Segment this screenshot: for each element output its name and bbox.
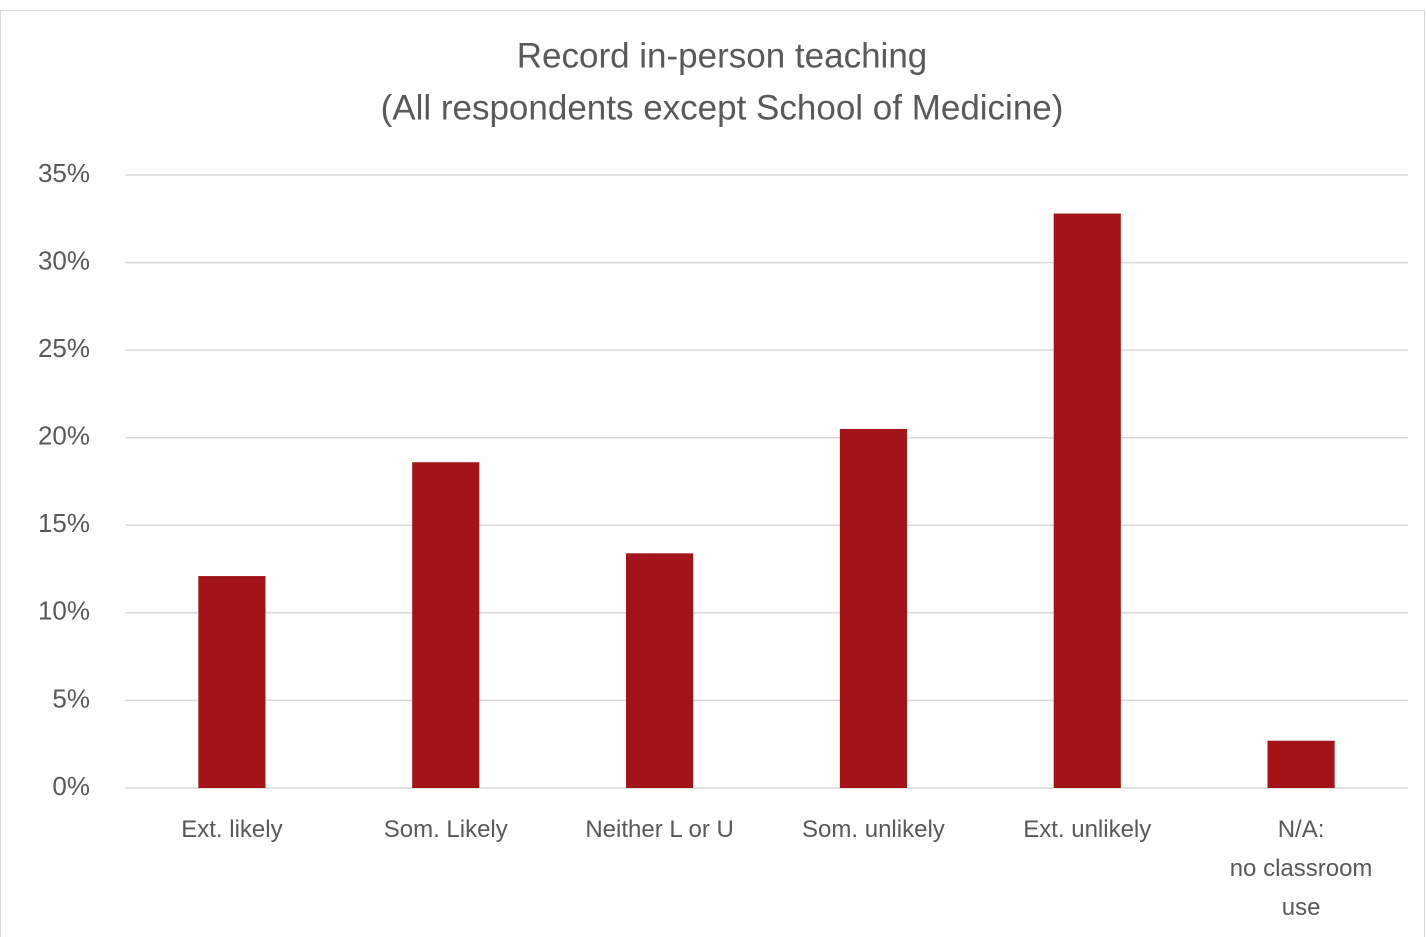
y-tick-label: 5%	[52, 683, 90, 713]
bar	[1267, 740, 1335, 788]
chart-subtitle: (All respondents except School of Medici…	[381, 88, 1064, 127]
x-tick-label: Som. Likely	[383, 816, 508, 843]
bar	[626, 553, 694, 788]
x-tick-label: N/A: no classroom use	[1229, 816, 1373, 921]
y-tick-label: 10%	[38, 596, 90, 626]
x-tick-label: Som. unlikely	[802, 816, 945, 843]
y-tick-label: 35%	[38, 158, 90, 188]
y-tick-label: 30%	[38, 245, 90, 275]
bar	[412, 462, 480, 788]
y-tick-label: 15%	[38, 508, 90, 538]
y-tick-label: 0%	[52, 771, 90, 801]
bar	[839, 428, 907, 788]
x-tick-label: Ext. unlikely	[1023, 816, 1152, 843]
bar	[198, 576, 266, 788]
bar	[1053, 213, 1121, 788]
x-tick-label: Neither L or U	[585, 816, 734, 843]
y-tick-label: 25%	[38, 333, 90, 363]
chart-title: Record in-person teaching	[517, 36, 928, 75]
x-tick-label: Ext. likely	[181, 816, 283, 843]
y-tick-label: 20%	[38, 421, 90, 451]
chart-border	[0, 10, 1425, 937]
